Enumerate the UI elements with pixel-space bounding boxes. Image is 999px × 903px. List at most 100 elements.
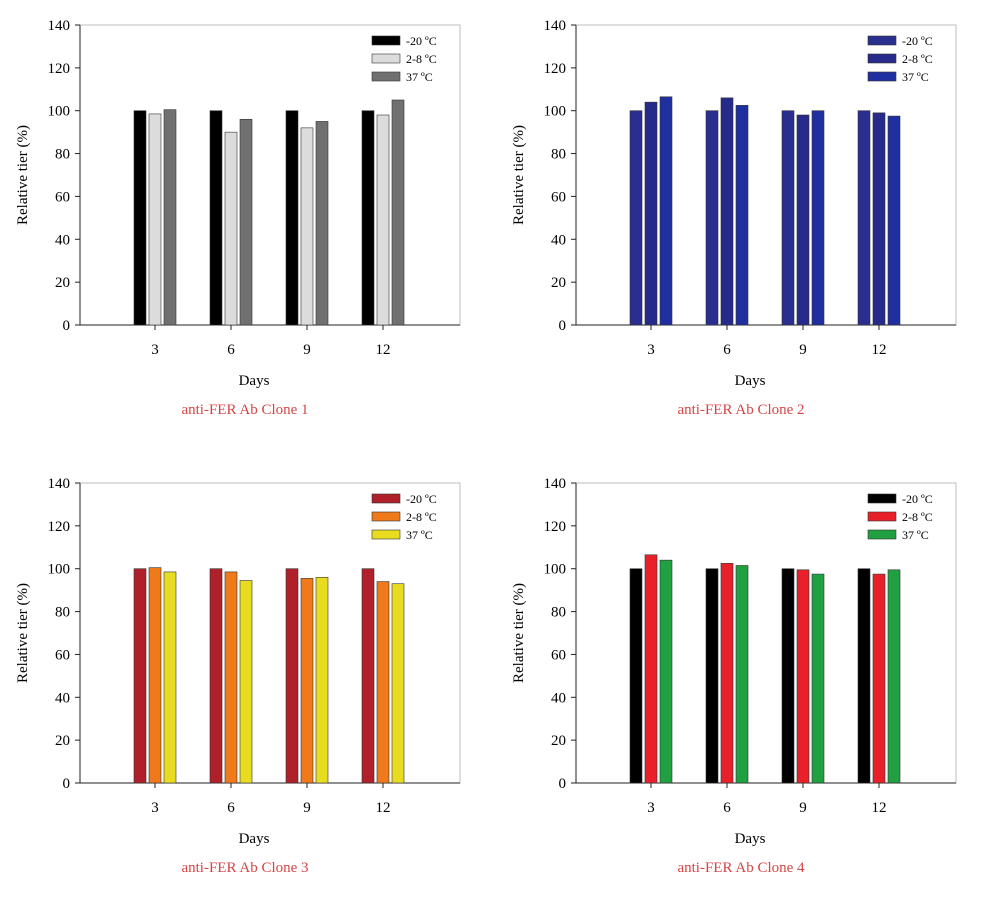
- legend-swatch: [371, 53, 401, 64]
- x-tick-label: 6: [723, 342, 731, 358]
- y-axis-label: Relative tier (%): [511, 583, 527, 683]
- bar: [361, 568, 375, 784]
- bar: [644, 101, 658, 326]
- bar: [239, 118, 253, 326]
- legend-swatch: [371, 493, 401, 504]
- legend-label: -20 ºC: [902, 492, 933, 506]
- bar: [644, 554, 658, 784]
- y-tick-label: 40: [551, 232, 566, 248]
- legend-swatch: [867, 493, 897, 504]
- bar: [163, 571, 177, 784]
- x-tick-label: 3: [151, 800, 159, 816]
- bar: [148, 113, 162, 326]
- x-tick-label: 6: [723, 800, 731, 816]
- chart-caption-3: anti-FER Ab Clone 3: [181, 860, 309, 876]
- chart-svg-2: 0 20 40 60 80 100 120 140 Relative tier (%) Days 3…: [511, 18, 957, 389]
- bar: [659, 96, 673, 326]
- x-tick-label: 9: [799, 800, 807, 816]
- y-tick-label: 140: [48, 18, 71, 34]
- bar: [629, 568, 643, 784]
- legend-label: 2-8 ºC: [406, 52, 437, 66]
- chart-svg-1: 0 20 40 60 80 100 120 140 Relative tier (%) Days 3…: [15, 18, 461, 389]
- legend-swatch: [867, 511, 897, 522]
- bar: [133, 568, 147, 784]
- y-tick-label: 0: [559, 776, 567, 792]
- chart-caption-1: anti-FER Ab Clone 1: [181, 402, 309, 418]
- y-tick-label: 40: [55, 690, 70, 706]
- y-tick-label: 120: [544, 61, 567, 77]
- y-tick-label: 20: [551, 733, 566, 749]
- bar: [376, 581, 390, 784]
- y-tick-label: 20: [55, 275, 70, 291]
- legend-swatch: [371, 35, 401, 46]
- bar: [735, 105, 749, 326]
- x-tick-label: 9: [303, 800, 311, 816]
- bar: [705, 110, 719, 326]
- y-tick-label: 120: [48, 519, 71, 535]
- chart-svg-3: 0 20 40 60 80 100 120 140 Relative tier (%) Days 3…: [15, 476, 461, 847]
- chart-panel-2: 0 20 40 60 80 100 120 140 Relative tier (%) Days 3…: [496, 0, 986, 445]
- legend-label: 37 ºC: [406, 70, 433, 84]
- bar: [224, 571, 238, 784]
- y-axis-label: Relative tier (%): [15, 583, 31, 683]
- legend-label: -20 ºC: [902, 34, 933, 48]
- x-tick-label: 12: [872, 800, 887, 816]
- y-tick-label: 100: [544, 104, 567, 120]
- bar: [315, 576, 329, 784]
- x-tick-label: 6: [227, 342, 235, 358]
- legend-label: -20 ºC: [406, 34, 437, 48]
- bar: [887, 115, 901, 326]
- y-tick-label: 80: [55, 605, 70, 621]
- x-tick-label: 6: [227, 800, 235, 816]
- y-axis-label: Relative tier (%): [15, 125, 31, 225]
- bar: [811, 110, 825, 326]
- legend-label: 2-8 ºC: [902, 52, 933, 66]
- x-axis-label: Days: [239, 831, 270, 847]
- y-tick-label: 60: [551, 647, 566, 663]
- bar: [872, 573, 886, 784]
- x-axis-label: Days: [735, 373, 766, 389]
- bar: [391, 583, 405, 784]
- chart-svg-4: 0 20 40 60 80 100 120 140 Relative tier (%) Days 3…: [511, 476, 957, 847]
- y-tick-label: 120: [544, 519, 567, 535]
- bar: [300, 578, 314, 784]
- bar: [887, 569, 901, 784]
- bar: [300, 127, 314, 326]
- bar: [285, 110, 299, 326]
- bar: [629, 110, 643, 326]
- y-tick-label: 80: [55, 147, 70, 163]
- y-tick-label: 60: [551, 189, 566, 205]
- x-axis-label: Days: [239, 373, 270, 389]
- bar: [857, 568, 871, 784]
- x-tick-label: 12: [376, 800, 391, 816]
- y-axis-label: Relative tier (%): [511, 125, 527, 225]
- legend-swatch: [867, 53, 897, 64]
- y-tick-label: 80: [551, 147, 566, 163]
- legend-label: 2-8 ºC: [406, 510, 437, 524]
- y-tick-label: 60: [55, 189, 70, 205]
- y-tick-label: 20: [55, 733, 70, 749]
- x-tick-label: 12: [376, 342, 391, 358]
- bar: [133, 110, 147, 326]
- chart-caption-4: anti-FER Ab Clone 4: [677, 860, 805, 876]
- x-tick-label: 3: [151, 342, 159, 358]
- x-tick-label: 9: [799, 342, 807, 358]
- y-tick-label: 100: [544, 562, 567, 578]
- legend-label: -20 ºC: [406, 492, 437, 506]
- bar: [376, 114, 390, 326]
- bar: [239, 580, 253, 784]
- bar: [315, 121, 329, 326]
- chart-panel-4: 0 20 40 60 80 100 120 140 Relative tier (%) Days 3…: [496, 458, 986, 903]
- bar: [720, 97, 734, 326]
- y-tick-label: 40: [551, 690, 566, 706]
- legend-swatch: [371, 529, 401, 540]
- y-tick-label: 80: [551, 605, 566, 621]
- bar: [209, 110, 223, 326]
- x-tick-label: 3: [647, 342, 655, 358]
- bar: [148, 567, 162, 784]
- bar: [209, 568, 223, 784]
- chart-caption-2: anti-FER Ab Clone 2: [677, 402, 805, 418]
- y-tick-label: 140: [544, 18, 567, 34]
- bar: [872, 112, 886, 326]
- y-tick-label: 60: [55, 647, 70, 663]
